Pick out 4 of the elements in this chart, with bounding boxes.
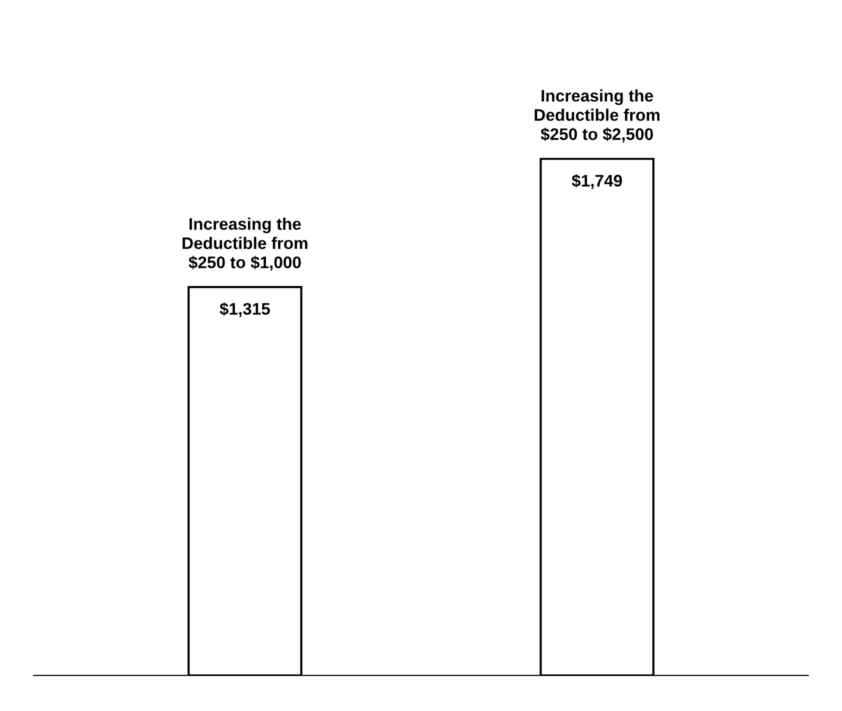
x-tick-label: Increasing the Deductible from $250 to $2,500 [534,89,660,142]
x-tick-label: Increasing the Deductible from $250 to $1,000 [182,218,308,271]
data-label: $1,315 [220,302,270,318]
data-label: $1,749 [572,174,622,190]
